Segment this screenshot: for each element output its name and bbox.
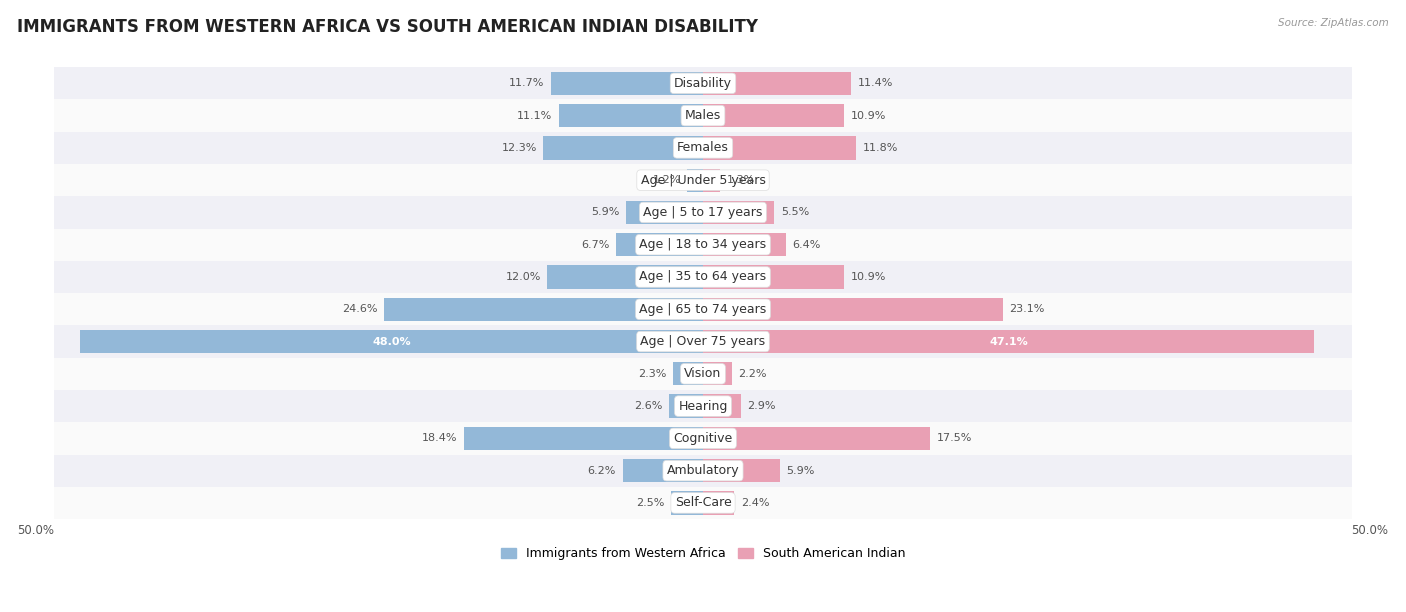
Text: 12.0%: 12.0% [505,272,541,282]
Text: 50.0%: 50.0% [1351,524,1388,537]
Bar [53,196,1353,228]
Text: 24.6%: 24.6% [342,304,377,315]
Text: Disability: Disability [673,77,733,90]
Text: Age | 65 to 74 years: Age | 65 to 74 years [640,303,766,316]
Bar [53,67,1353,100]
Bar [671,491,703,515]
Text: 12.3%: 12.3% [502,143,537,153]
Text: Females: Females [678,141,728,154]
Text: Age | 35 to 64 years: Age | 35 to 64 years [640,271,766,283]
Bar [547,266,703,289]
Bar [560,104,703,127]
Bar [53,422,1353,455]
Bar [673,362,703,386]
Bar [703,233,786,256]
Bar [623,459,703,482]
Legend: Immigrants from Western Africa, South American Indian: Immigrants from Western Africa, South Am… [496,542,910,565]
Bar [80,330,703,353]
Text: Age | 18 to 34 years: Age | 18 to 34 years [640,238,766,251]
Text: IMMIGRANTS FROM WESTERN AFRICA VS SOUTH AMERICAN INDIAN DISABILITY: IMMIGRANTS FROM WESTERN AFRICA VS SOUTH … [17,18,758,36]
Bar [703,201,775,224]
Bar [703,168,720,192]
Bar [53,326,1353,357]
Bar [703,297,1002,321]
Text: 6.2%: 6.2% [588,466,616,476]
Text: 2.9%: 2.9% [747,401,776,411]
Text: Age | Over 75 years: Age | Over 75 years [641,335,765,348]
Bar [703,104,845,127]
Text: 2.5%: 2.5% [636,498,664,508]
Bar [551,72,703,95]
Text: Self-Care: Self-Care [675,496,731,509]
Text: 5.9%: 5.9% [786,466,814,476]
Text: Source: ZipAtlas.com: Source: ZipAtlas.com [1278,18,1389,28]
Text: Hearing: Hearing [678,400,728,412]
Bar [53,132,1353,164]
Text: 17.5%: 17.5% [936,433,972,443]
Text: 1.2%: 1.2% [652,175,681,185]
Bar [53,357,1353,390]
Text: 2.3%: 2.3% [638,369,666,379]
Text: 48.0%: 48.0% [373,337,411,346]
Bar [53,390,1353,422]
Text: Males: Males [685,109,721,122]
Text: Age | Under 5 years: Age | Under 5 years [641,174,765,187]
Bar [53,164,1353,196]
Text: 23.1%: 23.1% [1010,304,1045,315]
Bar [53,487,1353,519]
Text: Cognitive: Cognitive [673,432,733,445]
Bar [703,330,1315,353]
Text: 18.4%: 18.4% [422,433,458,443]
Text: Age | 5 to 17 years: Age | 5 to 17 years [644,206,762,219]
Bar [688,168,703,192]
Bar [53,228,1353,261]
Text: 11.7%: 11.7% [509,78,544,88]
Text: 10.9%: 10.9% [851,272,886,282]
Bar [703,427,931,450]
Text: Vision: Vision [685,367,721,380]
Bar [53,455,1353,487]
Text: 5.5%: 5.5% [780,207,808,217]
Bar [669,395,703,418]
Bar [53,100,1353,132]
Bar [703,395,741,418]
Text: 6.4%: 6.4% [793,240,821,250]
Bar [627,201,703,224]
Bar [53,293,1353,326]
Text: 1.3%: 1.3% [727,175,755,185]
Text: 2.6%: 2.6% [634,401,662,411]
Text: 47.1%: 47.1% [990,337,1028,346]
Text: 50.0%: 50.0% [18,524,55,537]
Text: Ambulatory: Ambulatory [666,464,740,477]
Text: 11.1%: 11.1% [517,111,553,121]
Bar [703,459,779,482]
Text: 2.2%: 2.2% [738,369,766,379]
Text: 6.7%: 6.7% [581,240,610,250]
Bar [616,233,703,256]
Text: 11.8%: 11.8% [863,143,898,153]
Text: 2.4%: 2.4% [741,498,769,508]
Bar [703,136,856,160]
Text: 5.9%: 5.9% [592,207,620,217]
Bar [703,72,851,95]
Bar [464,427,703,450]
Bar [703,362,731,386]
Bar [703,266,845,289]
Text: 11.4%: 11.4% [858,78,893,88]
Bar [543,136,703,160]
Bar [703,491,734,515]
Bar [53,261,1353,293]
Text: 10.9%: 10.9% [851,111,886,121]
Bar [384,297,703,321]
